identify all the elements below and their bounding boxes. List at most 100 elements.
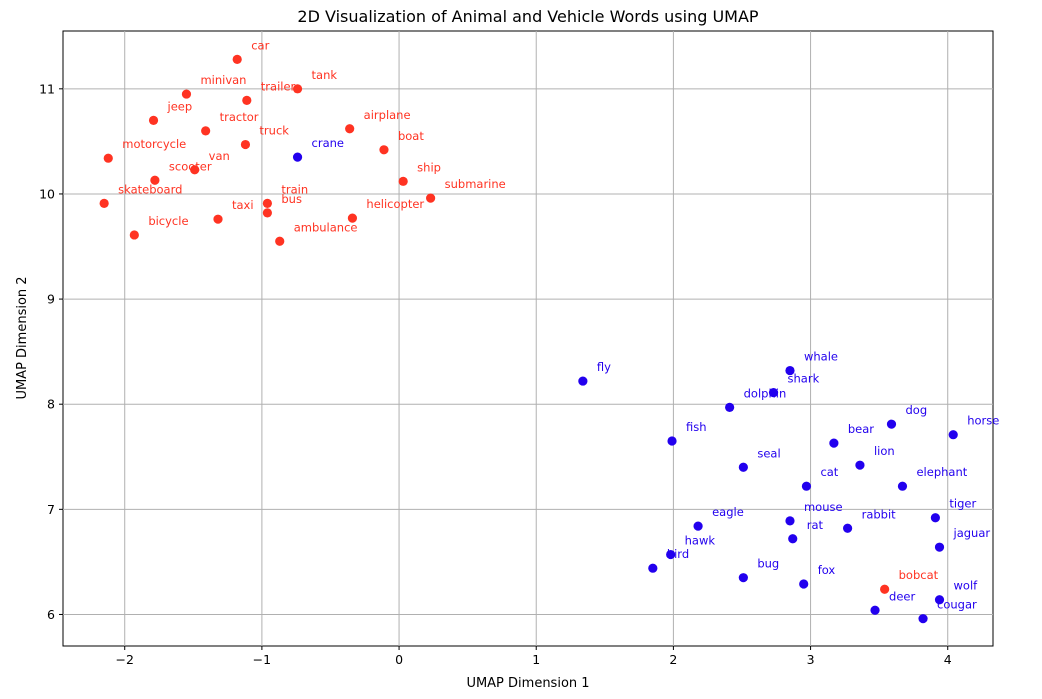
data-point (693, 521, 703, 531)
data-point (232, 54, 242, 64)
y-axis-label: UMAP Dimension 2 (15, 276, 30, 399)
y-tick-label: 11 (39, 81, 55, 96)
data-point-label: jeep (167, 99, 193, 113)
x-tick-label: −2 (116, 652, 134, 667)
data-point-label: scooter (169, 159, 212, 173)
data-point-label: cougar (937, 598, 977, 612)
data-point (379, 145, 389, 155)
x-tick-label: 1 (532, 652, 540, 667)
data-point (398, 176, 408, 186)
data-point-label: seal (757, 446, 780, 460)
data-point (768, 388, 779, 398)
data-point (880, 584, 890, 594)
data-point (578, 376, 588, 386)
y-tick-label: 7 (47, 502, 55, 517)
data-point-label: hawk (685, 534, 716, 548)
data-point-label: skateboard (118, 182, 182, 196)
data-point (148, 115, 159, 125)
data-point-label: bicycle (148, 214, 188, 228)
data-point-label: train (281, 182, 308, 196)
grid (63, 31, 993, 646)
data-point-label: mouse (804, 500, 843, 514)
data-point (843, 523, 853, 533)
data-point (181, 89, 192, 99)
data-point (930, 513, 940, 523)
data-point-label: bobcat (899, 568, 939, 582)
data-point (345, 124, 355, 134)
data-point (855, 460, 865, 470)
data-point-label: cat (820, 465, 838, 479)
data-point (150, 175, 160, 185)
data-point-label: bus (281, 192, 302, 206)
data-point-label: shark (788, 372, 820, 386)
data-point (240, 139, 251, 150)
data-point (785, 365, 795, 376)
data-point (667, 436, 677, 446)
data-point-label: van (209, 149, 230, 163)
data-point (275, 236, 285, 246)
data-point (870, 605, 880, 615)
data-point (918, 614, 928, 624)
data-point-label: trailer (261, 79, 296, 93)
data-point (934, 542, 945, 552)
data-point-label: airplane (364, 108, 411, 122)
data-point (725, 402, 735, 412)
data-points (99, 54, 958, 624)
data-point-label: jaguar (953, 526, 991, 540)
data-point (785, 516, 795, 526)
data-point-label: deer (889, 589, 915, 603)
data-point (129, 230, 139, 240)
y-tick-label: 6 (47, 607, 55, 622)
data-point (242, 95, 252, 105)
data-point (292, 152, 303, 162)
data-point (897, 481, 908, 491)
data-point-label: fly (597, 360, 611, 374)
data-point (347, 213, 358, 223)
x-tick-label: 3 (807, 652, 815, 667)
data-point (666, 549, 676, 560)
data-point (799, 579, 809, 589)
data-point (292, 84, 303, 94)
data-point-label: tiger (949, 497, 976, 511)
data-point-label: bear (848, 422, 874, 436)
data-point (99, 198, 109, 209)
data-point-label: helicopter (366, 197, 424, 211)
data-point-label: submarine (445, 177, 506, 191)
data-point (213, 214, 223, 224)
data-point-label: rat (807, 518, 824, 532)
data-point (190, 165, 200, 175)
x-tick-label: 0 (395, 652, 403, 667)
chart-title: 2D Visualization of Animal and Vehicle W… (297, 7, 759, 26)
data-point (262, 208, 272, 218)
x-tick-label: 2 (669, 652, 677, 667)
data-point-label: bug (757, 557, 779, 571)
data-point-label: fox (818, 563, 836, 577)
data-point (262, 198, 272, 209)
data-point-label: rabbit (862, 507, 897, 521)
data-point-label: dolphin (744, 386, 787, 400)
data-point-label: taxi (232, 198, 254, 212)
data-point (103, 153, 113, 163)
data-point (788, 534, 798, 544)
data-point-label: elephant (916, 465, 967, 479)
y-tick-label: 10 (39, 186, 55, 201)
data-point-label: tractor (220, 110, 259, 124)
data-point (201, 126, 211, 136)
data-point (948, 430, 958, 440)
data-point (886, 419, 897, 429)
data-point (426, 193, 436, 203)
data-point-label: boat (398, 129, 424, 143)
data-point (829, 438, 839, 448)
data-point (738, 462, 748, 472)
data-point-label: dog (905, 403, 927, 417)
data-point-label: fish (686, 420, 707, 434)
data-point-label: truck (259, 124, 289, 138)
x-tick-label: −1 (253, 652, 271, 667)
data-point (648, 563, 658, 573)
data-point-label: bird (667, 547, 689, 561)
y-tick-label: 9 (47, 292, 55, 307)
data-point (738, 573, 748, 583)
point-labels: car minivan trailer tank jeep tractor airplane… (118, 38, 999, 611)
x-tick-label: 4 (944, 652, 952, 667)
